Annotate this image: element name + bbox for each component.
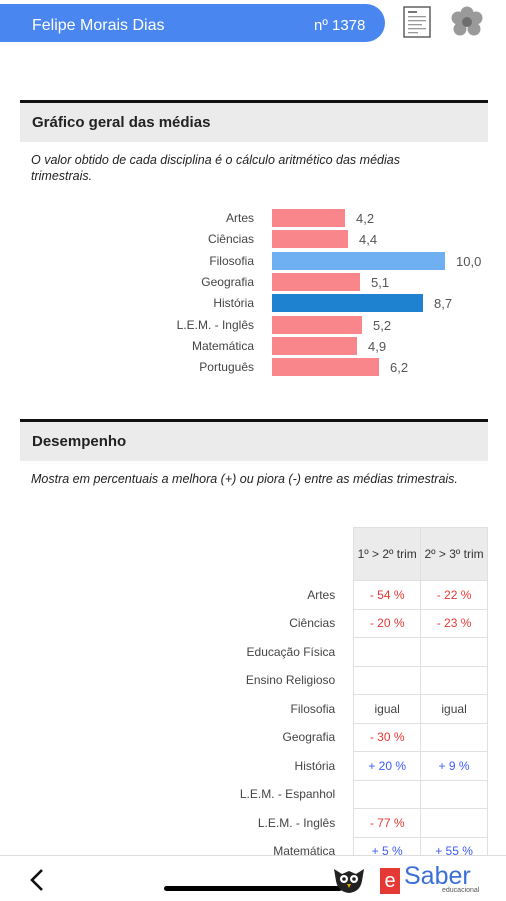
performance-description: Mostra em percentuais a melhora (+) ou p… [31, 472, 458, 486]
home-indicator [164, 886, 342, 891]
change-q2-q3: - 22 % [420, 580, 488, 610]
bar-value-label: 4,9 [368, 338, 387, 354]
table-row: Artes - 54 % - 22 % [20, 580, 488, 610]
change-q2-q3 [420, 779, 488, 809]
averages-section-header: Gráfico geral das médias [20, 103, 488, 142]
averages-bar-chart: Artes 4,2 Ciências 4,4 Filosofia 10,0 Geografi… [0, 0, 506, 400]
bar-value-label: 6,2 [390, 360, 409, 376]
logo-educacional: educacional [442, 887, 480, 894]
table-row: Educação Física [20, 637, 488, 667]
change-q2-q3 [420, 722, 488, 752]
change-q1-q2 [353, 779, 422, 809]
subject-name: Ensino Religioso [245, 673, 336, 688]
student-name: Felipe Morais Dias [32, 17, 165, 34]
column-header-q1-q2: 1º > 2º trim [353, 527, 422, 581]
section-divider [20, 100, 488, 103]
subject-name: Geografia [282, 730, 336, 745]
report-card-icon[interactable] [403, 6, 431, 38]
bar-label: Geografia [201, 274, 254, 289]
subject-name: História [294, 758, 336, 773]
subject-name: Filosofia [290, 701, 336, 716]
change-q1-q2: - 77 % [353, 808, 422, 838]
change-q2-q3: + 55 % [420, 836, 488, 855]
bar-value-label: 4,2 [356, 211, 375, 226]
subject-name: Ciências [289, 616, 336, 631]
change-q1-q2: igual [353, 694, 422, 724]
table-row: L.E.M. - Espanhol [20, 779, 488, 809]
table-row: Ciências - 20 % - 23 % [20, 608, 488, 638]
change-q1-q2: - 30 % [353, 722, 422, 752]
table-row: Matemática + 5 % + 55 % [20, 836, 488, 855]
student-header: Felipe Morais Dias nº 1378 [0, 4, 385, 42]
performance-table-wrapper: 1º > 2º trim 2º > 3º trim Artes - 54 % - 2… [20, 527, 488, 855]
change-q2-q3 [420, 637, 488, 667]
back-chevron-icon[interactable] [28, 868, 46, 892]
change-q1-q2: - 20 % [353, 608, 422, 638]
averages-description: O valor obtido de cada disciplina é o cá… [31, 153, 400, 183]
logo-e: e [380, 868, 400, 894]
change-q2-q3: igual [420, 694, 488, 724]
table-row: L.E.M. - Inglês - 77 % [20, 808, 488, 838]
change-q1-q2: - 54 % [353, 580, 422, 610]
bar-label: Ciências [207, 232, 254, 247]
bottom-bar [0, 855, 506, 901]
table-row: Filosofia igual igual [20, 694, 488, 724]
bar-value-label: 4,4 [359, 232, 378, 248]
bar [272, 294, 423, 313]
bar-label: Filosofia [209, 253, 254, 268]
performance-table: 1º > 2º trim 2º > 3º trim Artes - 54 % - 2… [20, 527, 488, 855]
owl-logo-icon [334, 869, 364, 893]
bar-label: Matemática [191, 338, 254, 353]
table-row: Ensino Religioso [20, 665, 488, 695]
table-corner [20, 528, 354, 581]
bar [272, 336, 357, 355]
bar-value-label: 10,0 [456, 253, 482, 269]
column-header-q2-q3: 2º > 3º trim [420, 527, 488, 581]
change-q1-q2: + 5 % [353, 836, 422, 855]
bar-label: História [213, 296, 254, 311]
performance-section-header: Desempenho [20, 422, 488, 461]
settings-flower-icon[interactable] [449, 6, 485, 38]
bar [272, 251, 445, 270]
bar-label: L.E.M. - Inglês [176, 317, 254, 332]
change-q2-q3 [420, 808, 488, 838]
subject-name: L.E.M. - Inglês [257, 815, 336, 830]
change-q2-q3: + 9 % [420, 751, 488, 781]
subject-name: L.E.M. - Espanhol [239, 787, 336, 802]
section-divider [20, 419, 488, 422]
bar-label: Português [199, 360, 254, 375]
bar [272, 272, 360, 291]
table-row: História + 20 % + 9 % [20, 751, 488, 781]
bar-value-label: 5,1 [371, 274, 390, 290]
student-number: nº 1378 [314, 17, 366, 34]
subject-name: Educação Física [246, 644, 336, 659]
change-q1-q2: + 20 % [353, 751, 422, 781]
bar-value-label: 8,7 [434, 296, 453, 312]
esaber-logo: e Saber educacional [380, 862, 490, 896]
performance-title: Desempenho [32, 433, 127, 450]
bar [272, 358, 379, 377]
bar [272, 209, 345, 227]
change-q1-q2 [353, 637, 422, 667]
bar-label: Artes [225, 211, 254, 225]
change-q1-q2 [353, 665, 422, 695]
change-q2-q3 [420, 665, 488, 695]
bar [272, 315, 362, 334]
averages-title: Gráfico geral das médias [32, 114, 211, 131]
table-row: Geografia - 30 % [20, 722, 488, 752]
bar [272, 230, 348, 249]
subject-name: Artes [307, 587, 336, 602]
logo-saber: Saber [404, 862, 471, 890]
bar-value-label: 5,2 [373, 317, 392, 333]
change-q2-q3: - 23 % [420, 608, 488, 638]
subject-name: Matemática [273, 844, 336, 855]
